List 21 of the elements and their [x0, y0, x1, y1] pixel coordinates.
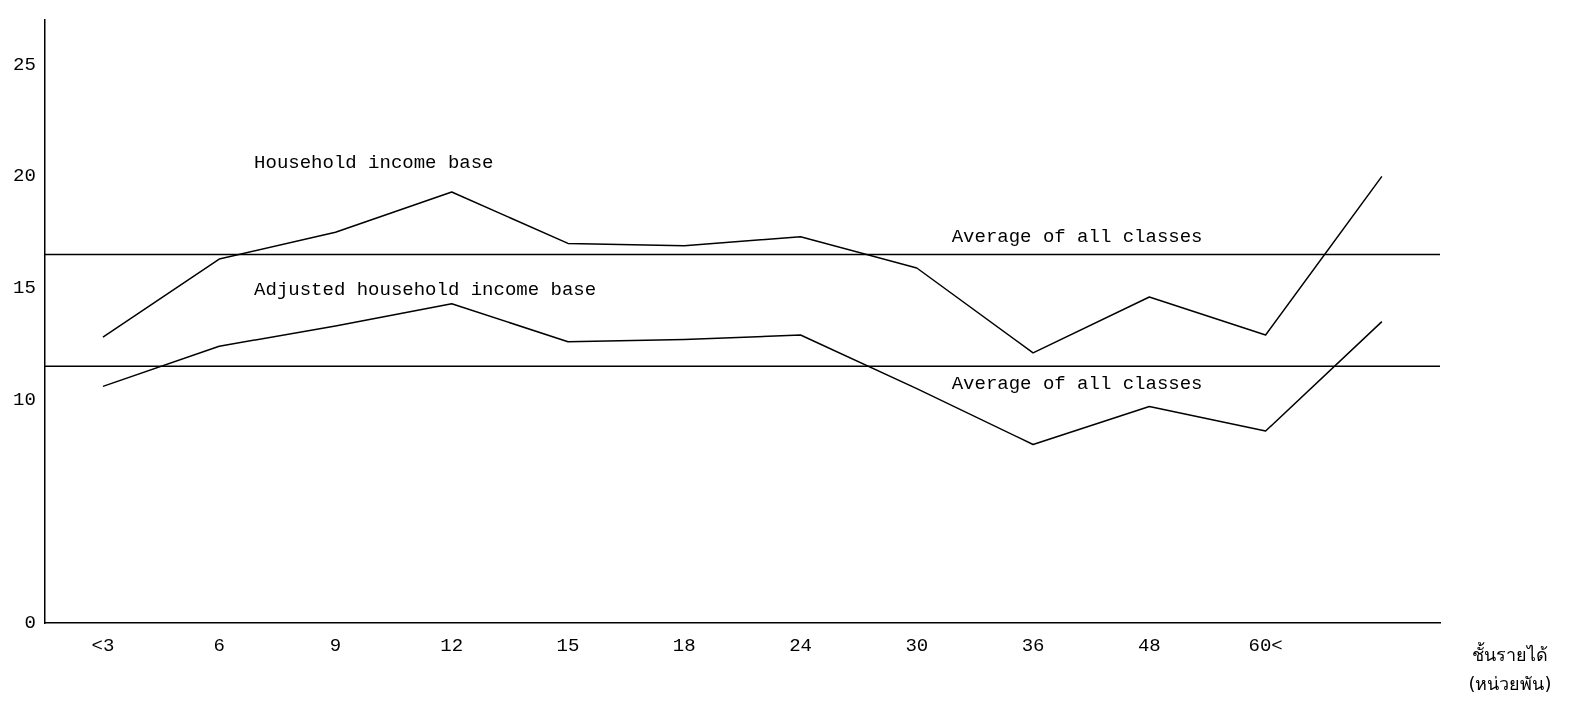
series-label: Adjusted household income base [254, 279, 597, 302]
y-tick-label: 15 [12, 277, 36, 300]
x-tick-label: 24 [789, 634, 812, 657]
x-tick-label: 30 [905, 634, 929, 657]
x-tick-label: 9 [329, 634, 342, 657]
x-tick-label: 18 [672, 634, 696, 657]
x-tick-label: 12 [440, 634, 464, 657]
x-tick-label: 15 [556, 634, 580, 657]
y-tick-label: 20 [12, 165, 36, 188]
x-tick-label: 36 [1021, 634, 1045, 657]
y-tick-label: 10 [12, 388, 36, 411]
y-tick-label: 25 [12, 53, 36, 76]
x-tick-label: 60< [1248, 634, 1283, 657]
x-tick-label: 48 [1137, 634, 1161, 657]
x-tick-label: <3 [91, 634, 115, 657]
x-tick-label: 6 [213, 634, 225, 657]
ref-line-label: Average of all classes [951, 226, 1203, 249]
y-tick-label: 0 [24, 612, 36, 635]
x-axis-title: ชั้นรายได้ (หน่วยพัน) [1467, 641, 1553, 696]
ref-line-label: Average of all classes [951, 372, 1203, 395]
series-label: Household income base [254, 151, 494, 174]
